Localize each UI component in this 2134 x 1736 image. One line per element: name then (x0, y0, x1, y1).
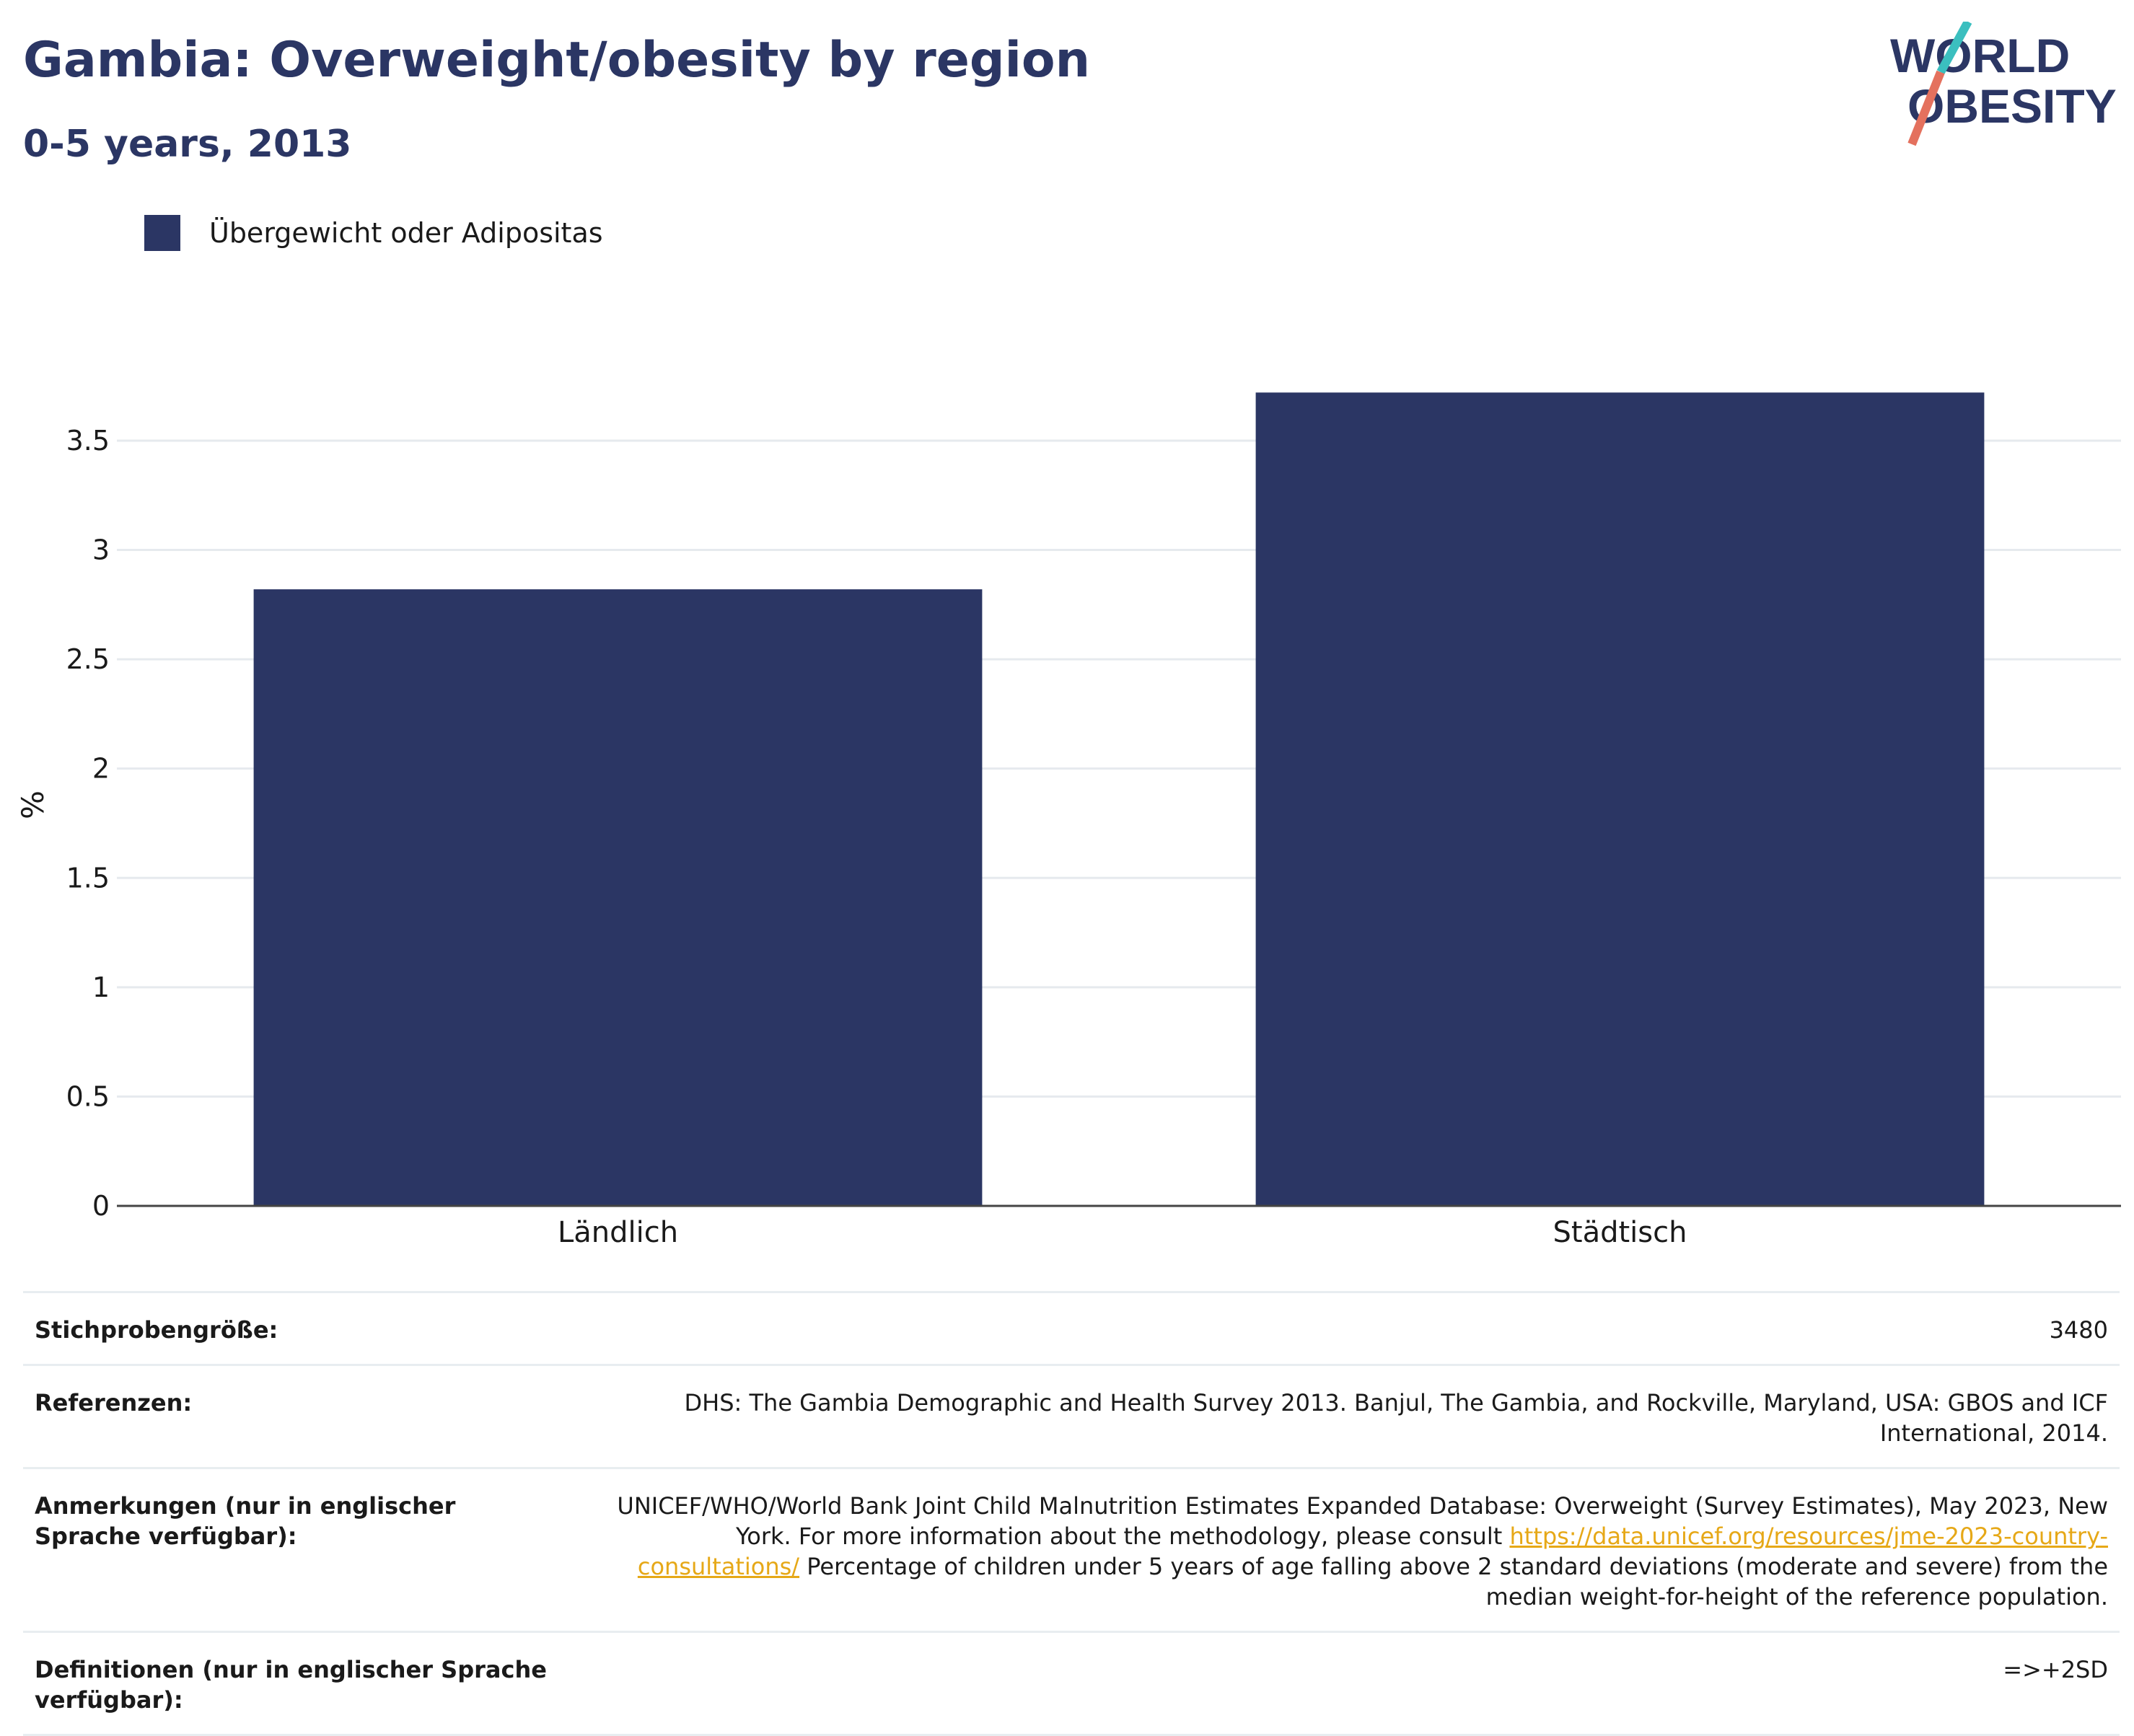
references-row: Referenzen: DHS: The Gambia Demographic … (23, 1364, 2120, 1467)
world-obesity-logo: WORLD OBESITY (1890, 22, 2117, 146)
notes-label: Anmerkungen (nur in englischer Sprache v… (35, 1492, 456, 1550)
y-tick-label: 2.5 (66, 643, 110, 675)
notes-text-1: UNICEF/WHO/World Bank Joint Child Malnut… (617, 1492, 2108, 1550)
bar-2 (1255, 392, 1985, 1206)
y-tick-label: 1 (92, 971, 110, 1003)
references-value: DHS: The Gambia Demographic and Health S… (684, 1389, 2108, 1447)
notes-row: Anmerkungen (nur in englischer Sprache v… (23, 1467, 2120, 1631)
y-tick-label: 3.5 (66, 425, 110, 457)
chart-subtitle: 0-5 years, 2013 (23, 123, 352, 166)
logo-line1: WORLD (1890, 29, 2070, 82)
definitions-row: Definitionen (nur in englischer Sprache … (23, 1631, 2120, 1736)
bar-1 (253, 589, 983, 1206)
legend: Übergewicht oder Adipositas (144, 215, 603, 251)
logo-line2: OBESITY (1907, 79, 2117, 133)
definitions-label: Definitionen (nur in englischer Sprache … (35, 1656, 547, 1714)
chart-title: Gambia: Overweight/obesity by region (23, 32, 1090, 89)
logo-teal-slash (1936, 22, 1972, 74)
sample-size-row: Stichprobengröße: 3480 (23, 1291, 2120, 1364)
y-tick-label: 2 (92, 753, 110, 785)
legend-label: Übergewicht oder Adipositas (209, 217, 603, 249)
x-tick-label: Städtisch (1553, 1216, 1687, 1249)
bar-chart: 0 0.5 1 1.5 2 2.5 3 3.5 Ländlich Städtisch% (15, 392, 2121, 1249)
y-tick-label: 0.5 (66, 1080, 110, 1112)
notes-text-2: Percentage of children under 5 years of … (799, 1553, 2108, 1611)
y-tick-label: 1.5 (66, 862, 110, 894)
references-label: Referenzen: (35, 1389, 193, 1416)
y-tick-label: 0 (92, 1190, 110, 1222)
methodology-link[interactable]: https://data.unicef.org/resources/jme-20… (637, 1523, 2108, 1580)
legend-swatch (144, 215, 180, 251)
notes-value: UNICEF/WHO/World Bank Joint Child Malnut… (607, 1491, 2108, 1612)
definitions-value: =>+2SD (2003, 1656, 2108, 1683)
sample-size-label: Stichprobengröße: (35, 1316, 278, 1344)
logo-red-slash (1907, 70, 1945, 146)
x-tick-label: Ländlich (558, 1216, 678, 1249)
info-table: Stichprobengröße: 3480 Referenzen: DHS: … (23, 1291, 2120, 1736)
y-tick-label: 3 (92, 534, 110, 566)
sample-size-value: 3480 (2049, 1316, 2108, 1344)
y-axis-label: % (15, 790, 51, 819)
